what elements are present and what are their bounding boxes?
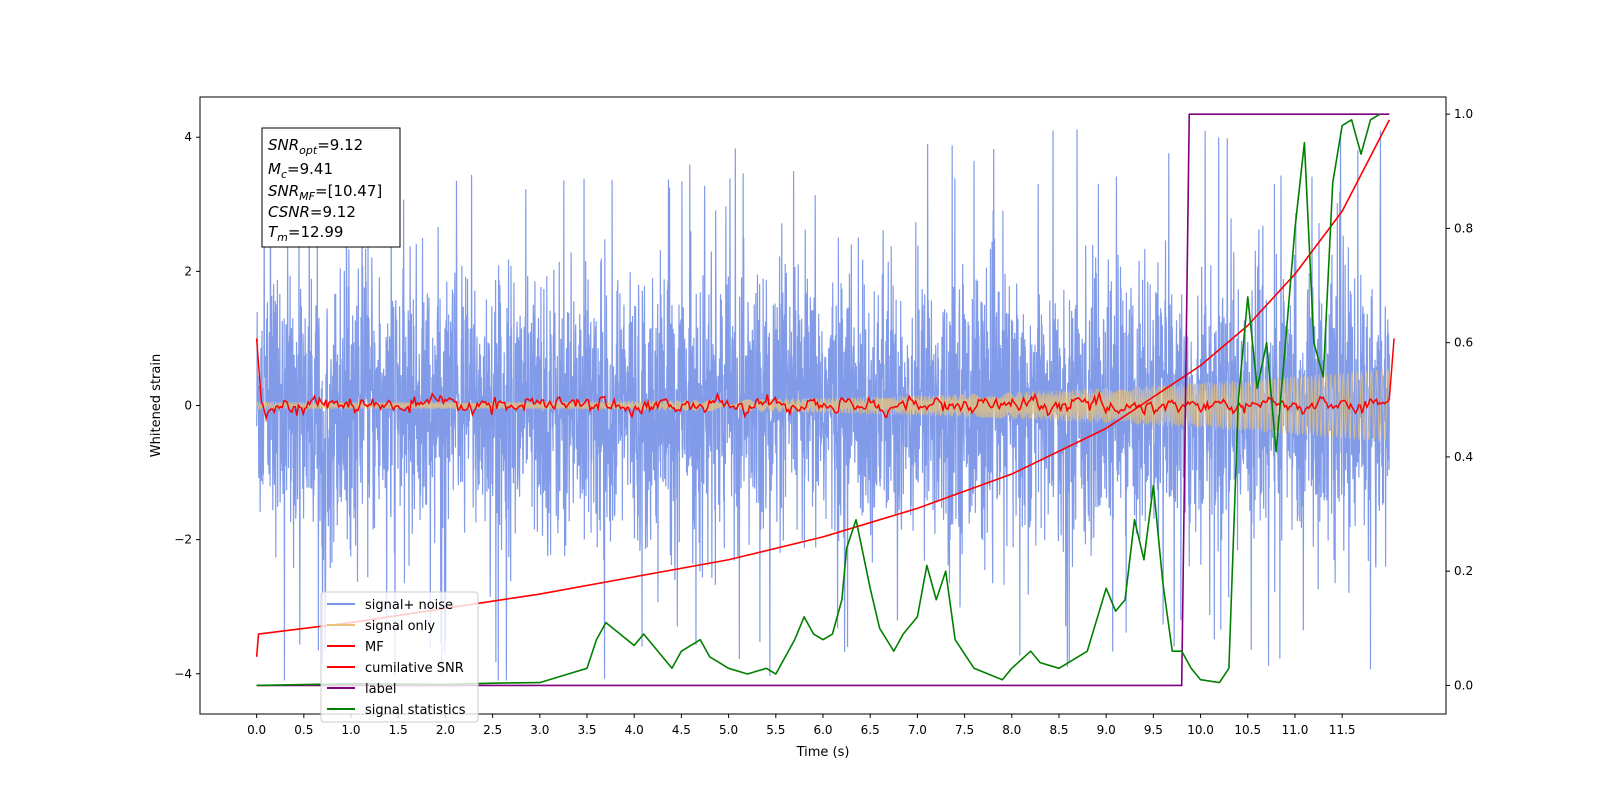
x-tick-label: 11.5: [1329, 723, 1356, 737]
y-tick-label: 4: [184, 130, 192, 144]
x-tick-label: 7.5: [955, 723, 974, 737]
annotation-mc: Mc=9.41: [268, 160, 333, 181]
y-tick-label: −2: [174, 533, 192, 547]
annotation-tm: Tm=12.99: [268, 223, 343, 244]
y-axis-left: −4 −2 0 2 4: [174, 130, 200, 681]
annotation-csnr-value: 9.12: [323, 203, 356, 221]
series-signal-statistics: [256, 113, 1381, 687]
y2-tick-label: 0.4: [1454, 450, 1473, 464]
legend-frame: [320, 591, 479, 723]
x-tick-label: 2.5: [483, 723, 502, 737]
x-tick-label: 4.5: [672, 723, 691, 737]
x-axis-label: Time (s): [796, 745, 850, 760]
y2-tick-label: 0.8: [1454, 221, 1473, 235]
series-label: [256, 113, 1390, 687]
annotation-snr-mf: SNRMF=[10.47]: [268, 182, 382, 203]
x-tick-label: 0.0: [247, 723, 266, 737]
x-tick-label: 11.0: [1282, 723, 1309, 737]
series-mf: [255, 338, 1395, 422]
annotation-tm-value: 12.99: [300, 223, 343, 241]
legend-entry: label: [365, 682, 396, 697]
x-tick-label: 9.0: [1097, 723, 1116, 737]
y2-tick-label: 0.6: [1454, 336, 1473, 350]
x-tick-label: 2.0: [436, 723, 455, 737]
legend-entry: signal+ noise: [365, 598, 453, 613]
x-tick-label: 10.5: [1234, 723, 1261, 737]
x-tick-label: 0.5: [294, 723, 313, 737]
legend-entry: MF: [365, 640, 384, 655]
legend-entry: signal statistics: [365, 703, 466, 718]
annotation-snr-mf-value: [10.47]: [328, 182, 383, 200]
x-tick-label: 10.0: [1187, 723, 1214, 737]
x-tick-label: 5.0: [719, 723, 738, 737]
annotation-snr-opt-value: 9.12: [330, 136, 363, 154]
legend-entry: signal only: [365, 619, 435, 634]
x-tick-label: 1.0: [341, 723, 360, 737]
x-tick-label: 9.5: [1144, 723, 1163, 737]
annotation-mc-value: 9.41: [300, 160, 333, 178]
x-tick-label: 4.0: [625, 723, 644, 737]
x-tick-label: 6.0: [813, 723, 832, 737]
y-axis-label: Whitened strain: [149, 354, 164, 457]
x-tick-label: 6.5: [861, 723, 880, 737]
annotation-snr-opt: SNRopt=9.12: [268, 136, 363, 157]
x-axis: 0.0 0.5 1.0 1.5 2.0 2.5 3.0 3.5 4.0 4.5 5.0 5.5 6.0 6…: [247, 714, 1356, 737]
annotation-frame: [261, 127, 401, 248]
legend: signal+ noise signal only MF cumilative SNR…: [320, 591, 479, 723]
y2-tick-label: 1.0: [1454, 107, 1473, 121]
x-tick-label: 3.0: [530, 723, 549, 737]
legend-entry: cumilative SNR: [365, 661, 464, 676]
y-tick-label: 0: [184, 399, 192, 413]
x-tick-label: 8.0: [1002, 723, 1021, 737]
series-signal-noise: [256, 129, 1390, 681]
x-tick-label: 8.5: [1049, 723, 1068, 737]
y-tick-label: −4: [174, 667, 192, 681]
y2-tick-label: 0.2: [1454, 564, 1473, 578]
x-tick-label: 5.5: [766, 723, 785, 737]
y-axis-right: 0.0 0.2 0.4 0.6 0.8 1.0: [1446, 107, 1473, 692]
x-tick-label: 3.5: [577, 723, 596, 737]
annotation-box: SNRopt=9.12 Mc=9.41 SNRMF=[10.47] CSNR=9…: [261, 127, 401, 248]
x-tick-label: 7.0: [908, 723, 927, 737]
y2-tick-label: 0.0: [1454, 678, 1473, 692]
y-tick-label: 2: [184, 264, 192, 278]
x-tick-label: 1.5: [389, 723, 408, 737]
annotation-csnr: CSNR=9.12: [268, 203, 356, 221]
